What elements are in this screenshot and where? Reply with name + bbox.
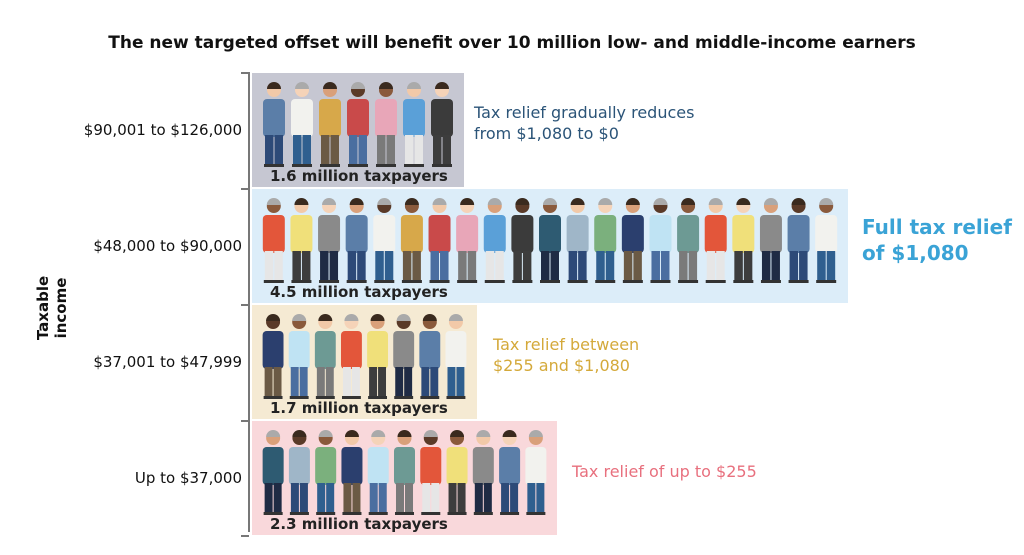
category-label: Up to $37,000 [134, 469, 242, 487]
axis-tick [241, 72, 249, 74]
taxpayer-figures [262, 198, 838, 283]
category-label: $37,001 to $47,999 [93, 353, 242, 371]
person-icon [704, 198, 727, 283]
person-icon [318, 198, 341, 283]
annotation-line: Tax relief of up to $255 [572, 461, 757, 481]
axis-tick [241, 304, 249, 306]
bar-1: 1.6 million taxpayers [252, 73, 464, 187]
annotation-line: of $1,080 [862, 241, 969, 265]
y-axis-line [248, 72, 250, 532]
person-icon [262, 314, 284, 399]
person-icon [291, 82, 313, 167]
person-icon [263, 82, 285, 167]
person-icon [594, 198, 617, 283]
person-icon [649, 198, 672, 283]
person-icon [539, 198, 561, 283]
category-label: $90,001 to $126,000 [83, 121, 242, 139]
bar-value-label: 4.5 million taxpayers [270, 283, 448, 301]
person-icon [373, 198, 396, 283]
annotation-line: from $1,080 to $0 [474, 123, 619, 143]
annotation: Full tax relief of $1,080 [862, 214, 1012, 266]
person-icon [566, 198, 589, 283]
person-icon [511, 198, 534, 283]
person-icon [732, 198, 755, 283]
annotation-line: Full tax relief [862, 215, 1012, 239]
person-icon [483, 198, 506, 283]
person-icon [815, 198, 838, 283]
person-icon [445, 314, 467, 399]
person-icon [288, 314, 310, 399]
taxpayer-figures [263, 82, 453, 167]
person-icon [420, 430, 442, 515]
person-icon [393, 430, 416, 515]
person-icon [341, 430, 363, 515]
person-icon [456, 198, 479, 283]
taxpayer-figures [262, 314, 467, 399]
person-icon [319, 82, 341, 167]
person-icon [677, 198, 700, 283]
annotation: Tax relief between $255 and $1,080 [493, 335, 639, 377]
bar-2: 4.5 million taxpayers [252, 189, 848, 303]
person-icon [446, 430, 468, 515]
person-icon [759, 198, 782, 283]
person-icon [314, 314, 336, 399]
y-axis-label: Taxable income [34, 275, 70, 341]
person-icon [400, 198, 423, 283]
person-icon [419, 314, 441, 399]
person-icon [290, 198, 313, 283]
annotation-line: Tax relief gradually reduces [474, 103, 695, 123]
person-icon [340, 314, 362, 399]
person-icon [431, 82, 453, 167]
annotation-line: $255 and $1,080 [493, 355, 630, 375]
annotation: Tax relief gradually reduces from $1,080 … [474, 103, 694, 145]
annotation: Tax relief of up to $255 [572, 462, 757, 483]
chart-title: The new targeted offset will benefit ove… [108, 33, 916, 53]
person-icon [525, 430, 547, 515]
person-icon [375, 82, 397, 167]
person-icon [393, 314, 415, 399]
person-icon [472, 430, 494, 515]
person-icon [367, 314, 389, 399]
axis-tick [241, 188, 249, 190]
person-icon [262, 198, 285, 283]
category-label: $48,000 to $90,000 [93, 237, 242, 255]
person-icon [621, 198, 644, 283]
bar-3: 1.7 million taxpayers [252, 305, 477, 419]
person-icon [499, 430, 521, 515]
bar-value-label: 2.3 million taxpayers [270, 515, 448, 533]
person-icon [347, 82, 369, 167]
person-icon [787, 198, 810, 283]
bar-value-label: 1.7 million taxpayers [270, 399, 448, 417]
annotation-line: Tax relief between [493, 335, 640, 355]
person-icon [262, 430, 284, 515]
taxpayer-figures [262, 430, 547, 515]
axis-tick [241, 420, 249, 422]
person-icon [367, 430, 389, 515]
person-icon [403, 82, 425, 167]
person-icon [315, 430, 337, 515]
bar-value-label: 1.6 million taxpayers [270, 167, 448, 185]
person-icon [288, 430, 310, 515]
bar-4: 2.3 million taxpayers [252, 421, 557, 535]
axis-tick [241, 535, 249, 537]
person-icon [428, 198, 451, 283]
person-icon [345, 198, 368, 283]
